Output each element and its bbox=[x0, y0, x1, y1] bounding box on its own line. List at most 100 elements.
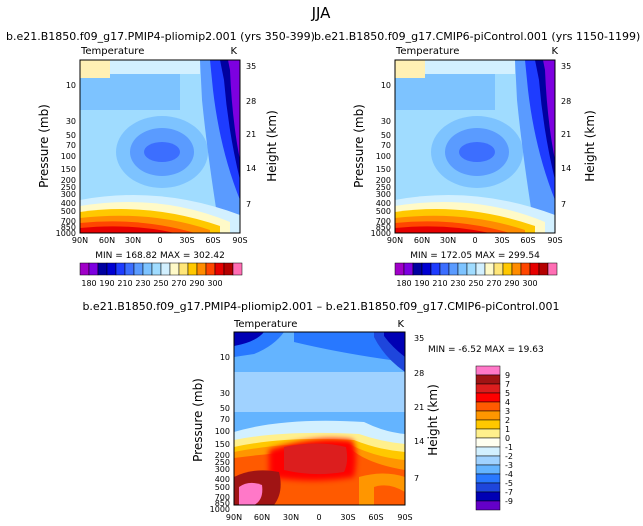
panel-2-y2-tick: 14 bbox=[561, 164, 571, 173]
panel-2-plot-area bbox=[394, 59, 556, 234]
panel-1-x-tick: 60N bbox=[99, 236, 115, 245]
panel-3-y-ticks: 10 30 50 70 100 150 200 250 300 400 500 … bbox=[210, 353, 230, 514]
panel-1-colorbar-swatch bbox=[232, 262, 243, 276]
panel-1-y2-axis-title: Height (km) bbox=[265, 110, 279, 181]
panel-2-y-tick: 100 bbox=[376, 152, 391, 161]
panel-2-colorbar-label: 210 bbox=[432, 279, 447, 288]
panel-1-min-max: MIN = 168.82 MAX = 302.42 bbox=[95, 251, 225, 261]
panel-1-y-tick: 70 bbox=[66, 141, 76, 150]
panel-1-colorbar-labels: 180 190 210 230 250 270 290 300 bbox=[81, 279, 222, 288]
panel-1-x-tick: 30N bbox=[125, 236, 141, 245]
panel-1-colorbar-swatch bbox=[160, 262, 171, 276]
panel-2-y2-tick: 28 bbox=[561, 97, 571, 106]
panel-3-title: b.e21.B1850.f09_g17.PMIP4-pliomip2.001 –… bbox=[82, 300, 559, 313]
panel-3-colorbar-label: 7 bbox=[505, 380, 510, 389]
panel-1-y2-tick: 35 bbox=[246, 62, 256, 71]
panel-2-x-tick: 60N bbox=[414, 236, 430, 245]
panel-1-x-tick: 30S bbox=[179, 236, 194, 245]
panel-1-colorbar-label: 190 bbox=[99, 279, 114, 288]
panel-2-colorbar-swatch bbox=[412, 262, 423, 276]
panel-2: b.e21.B1850.f09_g17.CMIP6-piControl.001 … bbox=[314, 30, 640, 288]
panel-1-colorbar-swatch bbox=[115, 262, 126, 276]
panel-3-colorbar-label: 9 bbox=[505, 371, 510, 380]
panel-3-x-tick: 60S bbox=[368, 513, 383, 522]
panel-2-y-axis-title: Pressure (mb) bbox=[352, 104, 366, 188]
panel-3-y2-tick: 28 bbox=[414, 369, 424, 378]
panel-3-colorbar-label: -4 bbox=[505, 470, 513, 479]
panel-2-colorbar-swatch bbox=[520, 262, 531, 276]
panel-2-colorbar-label: 250 bbox=[468, 279, 483, 288]
panel-1-y-tick: 500 bbox=[61, 207, 76, 216]
panel-2-x-tick: 30S bbox=[494, 236, 509, 245]
panel-1-y-tick: 30 bbox=[66, 117, 76, 126]
panel-1-x-tick: 0 bbox=[157, 236, 162, 245]
panel-2-colorbar-swatch bbox=[511, 262, 522, 276]
panel-1-y-axis-title: Pressure (mb) bbox=[37, 104, 51, 188]
panel-2-y-tick: 400 bbox=[376, 199, 391, 208]
panel-2-colorbar-swatch bbox=[439, 262, 450, 276]
panel-3-colorbar-swatch bbox=[475, 419, 501, 430]
panel-3-y-tick: 50 bbox=[220, 404, 230, 413]
panel-2-colorbar-swatch bbox=[394, 262, 405, 276]
panel-3-colorbar-swatch bbox=[475, 410, 501, 421]
panel-3-colorbar-label: -5 bbox=[505, 479, 513, 488]
panel-2-min-max: MIN = 172.05 MAX = 299.54 bbox=[410, 251, 540, 261]
panel-2-y-tick: 50 bbox=[381, 131, 391, 140]
panel-2-title: b.e21.B1850.f09_g17.CMIP6-piControl.001 … bbox=[314, 30, 640, 43]
panel-2-x-ticks: 90N 60N 30N 0 30S 60S 90S bbox=[387, 236, 563, 245]
panel-2-colorbar-swatch bbox=[457, 262, 468, 276]
panel-1-colorbar-swatch bbox=[214, 262, 225, 276]
panel-2-colorbar-swatch bbox=[421, 262, 432, 276]
panel-3-y2-tick: 7 bbox=[414, 474, 419, 483]
panel-2-colorbar-swatch bbox=[448, 262, 459, 276]
panel-2-y-tick: 30 bbox=[381, 117, 391, 126]
panel-1-x-ticks: 90N 60N 30N 0 30S 60S 90S bbox=[72, 236, 248, 245]
panel-2-colorbar-swatch bbox=[475, 262, 486, 276]
panel-1-colorbar-swatch bbox=[97, 262, 108, 276]
panel-1-y-tick: 150 bbox=[61, 165, 76, 174]
panel-3-colorbar-label: -9 bbox=[505, 497, 513, 506]
panel-3-colorbar-swatch bbox=[475, 401, 501, 412]
panel-1-y2-tick: 21 bbox=[246, 130, 256, 139]
panel-1-colorbar-swatch bbox=[187, 262, 198, 276]
panel-2-y-tick: 150 bbox=[376, 165, 391, 174]
panel-2-colorbar bbox=[394, 262, 558, 276]
panel-3-y2-tick: 21 bbox=[414, 403, 424, 412]
panel-3-y2-ticks: 35 28 21 14 7 bbox=[414, 334, 424, 483]
panel-2-colorbar-swatch bbox=[430, 262, 441, 276]
panel-2-y-tick: 250 bbox=[376, 183, 391, 192]
panel-2-colorbar-label: 270 bbox=[486, 279, 501, 288]
panel-1-colorbar-label: 290 bbox=[189, 279, 204, 288]
panel-1-colorbar bbox=[79, 262, 243, 276]
panel-3-plot-area bbox=[233, 331, 406, 506]
panel-1-y2-tick: 28 bbox=[246, 97, 256, 106]
panel-2-y2-tick: 35 bbox=[561, 62, 571, 71]
panel-1-colorbar-swatch bbox=[106, 262, 117, 276]
panel-2-y-ticks: 10 30 50 70 100 150 200 250 300 400 500 … bbox=[371, 81, 391, 238]
panel-3-units-label: K bbox=[397, 319, 404, 330]
panel-3-y2-tick: 35 bbox=[414, 334, 424, 343]
panel-3-colorbar-swatch bbox=[475, 491, 501, 502]
panel-1-y-tick: 50 bbox=[66, 131, 76, 140]
panel-1-colorbar-label: 180 bbox=[81, 279, 96, 288]
panel-2-x-tick: 60S bbox=[520, 236, 535, 245]
panel-2-colorbar-swatch bbox=[493, 262, 504, 276]
panel-3-y2-tick: 14 bbox=[414, 437, 424, 446]
panel-2-y-tick: 300 bbox=[376, 190, 391, 199]
panel-2-y2-axis-title: Height (km) bbox=[583, 110, 597, 181]
panel-2-colorbar-label: 180 bbox=[396, 279, 411, 288]
panel-3-colorbar-swatch bbox=[475, 428, 501, 439]
panel-1-colorbar-swatch bbox=[124, 262, 135, 276]
panel-2-colorbar-swatch bbox=[529, 262, 540, 276]
panel-2-y-tick: 500 bbox=[376, 207, 391, 216]
panel-2-colorbar-labels: 180 190 210 230 250 270 290 300 bbox=[396, 279, 537, 288]
panel-1-colorbar-swatch bbox=[88, 262, 99, 276]
panel-1-x-tick: 90S bbox=[232, 236, 247, 245]
panel-1-colorbar-label: 230 bbox=[135, 279, 150, 288]
panel-3-colorbar-label: 4 bbox=[505, 398, 510, 407]
panel-1-y2-ticks: 35 28 21 14 7 bbox=[246, 62, 256, 209]
panel-2-y2-tick: 21 bbox=[561, 130, 571, 139]
panel-1-colorbar-label: 210 bbox=[117, 279, 132, 288]
panel-2-y-tick: 1000 bbox=[371, 229, 391, 238]
